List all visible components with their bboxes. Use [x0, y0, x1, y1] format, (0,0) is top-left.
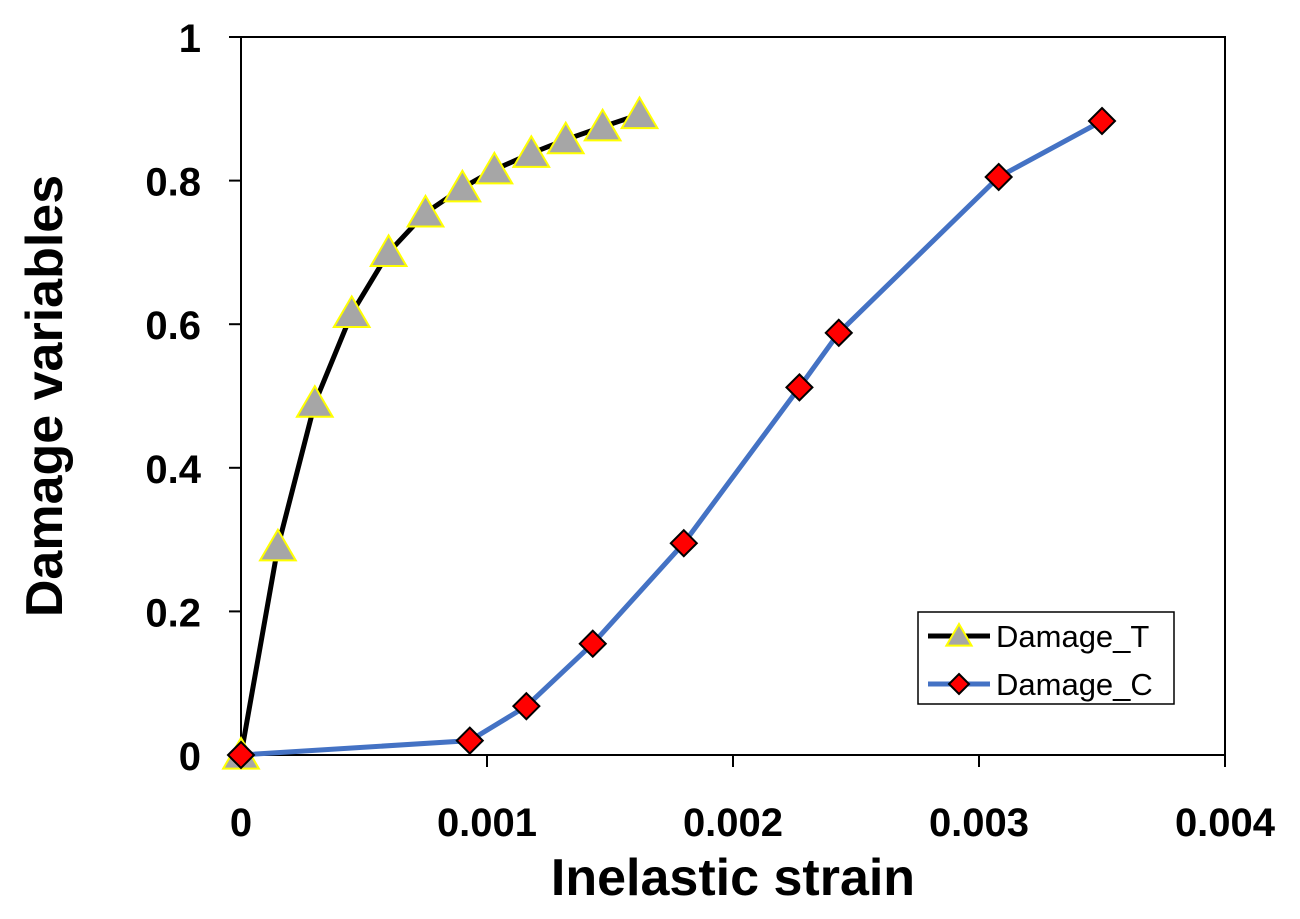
y-tick-label: 0 [179, 735, 201, 779]
legend-label: Damage_T [996, 619, 1149, 654]
data-point [984, 162, 1014, 192]
data-point [442, 168, 482, 203]
data-point [824, 318, 854, 348]
x-tick-label: 0 [230, 801, 252, 845]
y-tick-label: 0.2 [145, 591, 201, 635]
data-point [619, 95, 660, 130]
y-tick-label: 0.6 [145, 304, 201, 348]
data-point [785, 372, 814, 402]
data-point [258, 527, 298, 562]
data-point [583, 107, 623, 142]
series-Damage_C [226, 106, 1117, 770]
data-point [295, 384, 335, 418]
data-point [405, 193, 446, 228]
data-point [669, 528, 699, 558]
data-point [455, 726, 485, 756]
legend: Damage_T Damage_C [917, 611, 1175, 705]
axis-ticks: 0 0.2 0.4 0.6 0.8 1 0 0.001 0.002 0.003 0.004 [145, 17, 1275, 845]
legend-marker [947, 672, 971, 696]
x-tick-label: 0.002 [683, 801, 783, 845]
y-tick-label: 0.8 [145, 161, 201, 205]
legend-label: Damage_C [996, 667, 1153, 702]
data-point [578, 629, 608, 659]
y-axis-title: Damage variables [16, 175, 74, 617]
legend-marker [944, 622, 974, 647]
data-point [474, 150, 514, 185]
data-point [1087, 106, 1117, 136]
data-point [511, 134, 551, 168]
series-layer [221, 95, 1117, 770]
data-point [369, 233, 409, 267]
data-point [546, 120, 586, 155]
data-point [226, 740, 256, 770]
y-tick-label: 0.4 [145, 448, 201, 492]
data-point [332, 294, 372, 329]
x-tick-label: 0.001 [437, 801, 537, 845]
x-tick-label: 0.004 [1175, 801, 1276, 845]
x-tick-label: 0.003 [929, 801, 1029, 845]
x-axis-title: Inelastic strain [551, 849, 915, 907]
y-tick-label: 1 [179, 17, 201, 61]
data-point [511, 691, 541, 721]
